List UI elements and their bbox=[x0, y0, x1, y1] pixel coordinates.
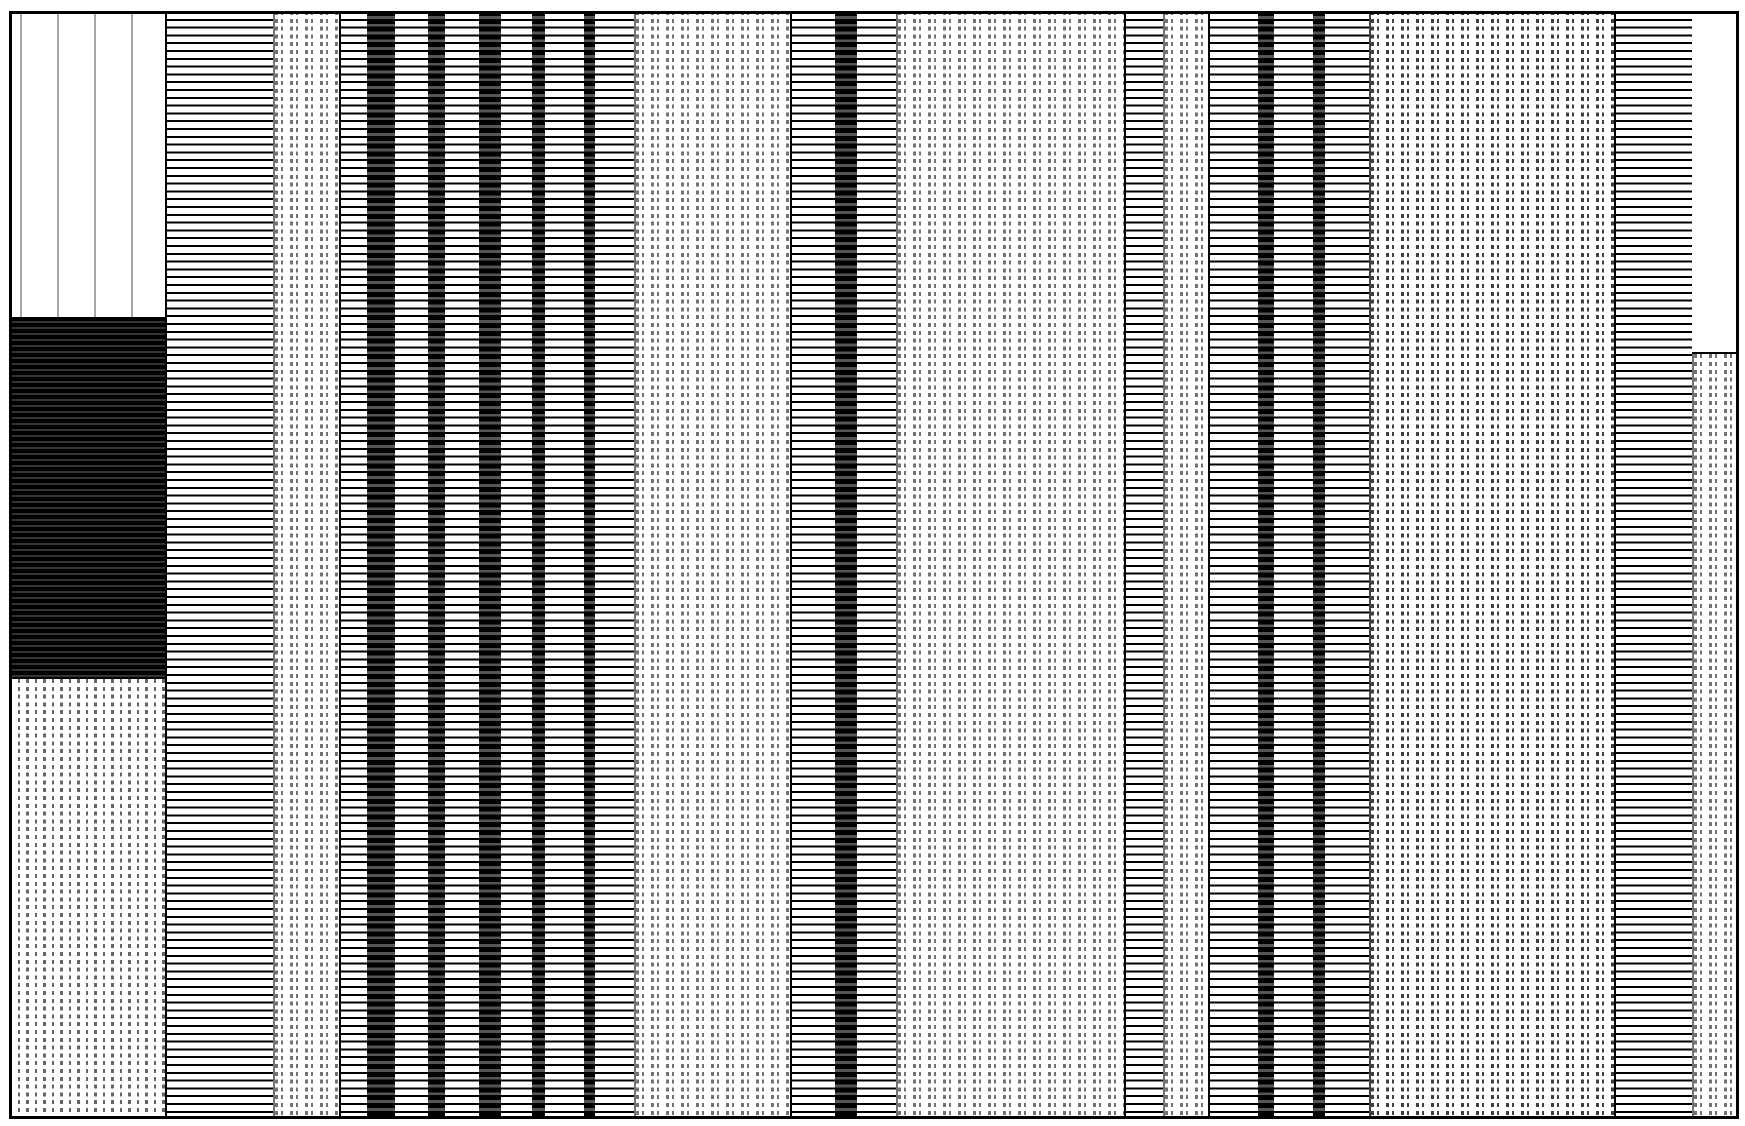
table-column bbox=[1208, 11, 1369, 1119]
table-column bbox=[1124, 11, 1163, 1119]
text-column bbox=[896, 11, 1124, 1119]
empty-cell-area bbox=[1692, 11, 1739, 354]
table-column bbox=[165, 11, 273, 1119]
column-band bbox=[835, 11, 857, 1119]
side-panel-top bbox=[9, 11, 165, 317]
table-column bbox=[1614, 11, 1692, 1119]
side-panel-selection bbox=[9, 317, 165, 679]
text-column bbox=[273, 11, 339, 1119]
text-column bbox=[634, 11, 790, 1119]
side-panel-bottom bbox=[9, 679, 165, 1119]
column-band bbox=[584, 11, 595, 1119]
window-frame bbox=[9, 11, 1739, 1119]
text-column bbox=[1369, 11, 1614, 1119]
column-band bbox=[1313, 11, 1325, 1119]
text-column bbox=[1163, 11, 1208, 1119]
column-band bbox=[532, 11, 545, 1119]
column-band bbox=[1258, 11, 1274, 1119]
column-band bbox=[428, 11, 445, 1119]
column-band bbox=[479, 11, 501, 1119]
column-band bbox=[367, 11, 395, 1119]
